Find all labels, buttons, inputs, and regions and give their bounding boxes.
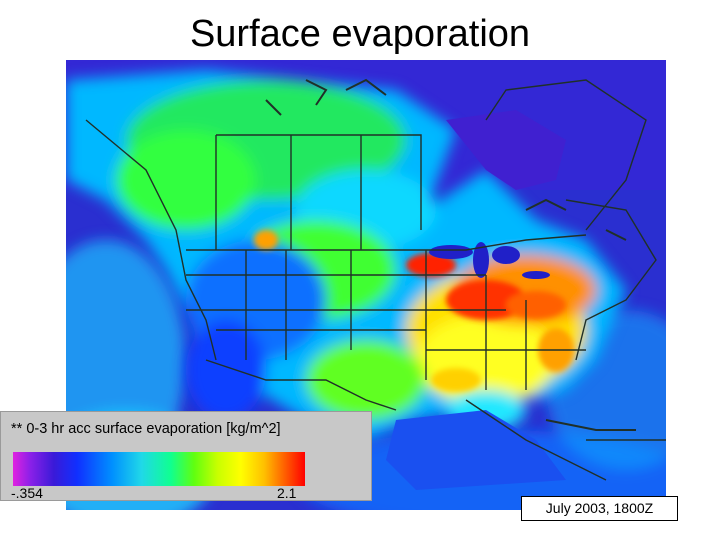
- boundaries: [85, 79, 666, 481]
- legend-color-bar: [13, 452, 305, 486]
- legend-title: ** 0-3 hr acc surface evaporation [kg/m^…: [11, 421, 281, 437]
- water-bodies: [386, 110, 566, 490]
- color-legend: ** 0-3 hr acc surface evaporation [kg/m^…: [0, 411, 372, 501]
- slide-title: Surface evaporation: [189, 13, 531, 55]
- coastlines: [265, 78, 636, 431]
- legend-max-label: 2.1: [277, 485, 297, 501]
- timestamp-label: July 2003, 1800Z: [521, 496, 678, 521]
- legend-min-label: -.354: [11, 485, 43, 501]
